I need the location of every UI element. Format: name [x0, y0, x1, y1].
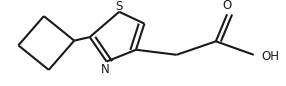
Text: O: O: [223, 0, 232, 12]
Text: S: S: [116, 0, 123, 13]
Text: OH: OH: [261, 50, 279, 63]
Text: N: N: [101, 63, 110, 76]
